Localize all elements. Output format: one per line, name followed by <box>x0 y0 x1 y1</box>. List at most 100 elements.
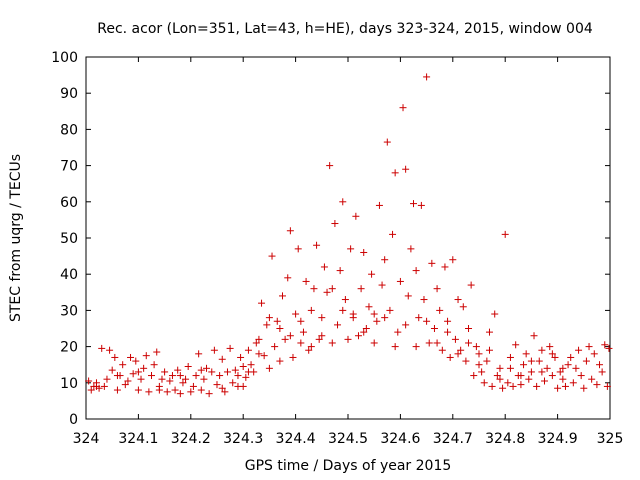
data-point <box>281 335 289 343</box>
data-point <box>113 372 121 380</box>
data-point <box>255 350 263 358</box>
data-point <box>239 363 247 371</box>
data-point <box>535 357 543 365</box>
data-point <box>297 339 305 347</box>
y-tick-labels: 0 10 20 30 40 50 60 70 80 90 100 <box>51 50 78 428</box>
data-point <box>444 317 452 325</box>
data-point <box>465 325 473 332</box>
data-point <box>307 343 315 351</box>
data-point <box>603 382 611 390</box>
data-point <box>493 372 501 380</box>
data-point <box>436 306 444 314</box>
data-point <box>226 344 234 352</box>
data-point <box>433 339 441 347</box>
data-point <box>577 372 585 380</box>
data-point <box>457 346 465 354</box>
data-point <box>538 346 546 354</box>
data-point <box>192 372 200 380</box>
data-point <box>391 343 399 351</box>
data-point <box>520 361 528 369</box>
data-point <box>425 339 433 347</box>
data-point <box>187 388 195 396</box>
data-point <box>87 386 95 394</box>
data-point <box>472 343 480 351</box>
data-point <box>231 366 239 374</box>
data-point <box>517 381 525 389</box>
data-point <box>244 346 252 354</box>
data-point <box>182 375 190 383</box>
data-point <box>208 368 216 376</box>
data-point <box>326 162 334 170</box>
data-point <box>433 285 441 293</box>
data-point <box>121 381 129 389</box>
data-point <box>129 370 137 378</box>
plot-frame <box>85 56 611 420</box>
data-point <box>402 165 410 173</box>
data-point <box>485 346 493 354</box>
y-axis-label: STEC from uqrg / TECUs <box>8 154 24 322</box>
data-point <box>276 357 284 365</box>
data-point <box>357 285 365 293</box>
data-point <box>478 368 486 376</box>
data-point <box>328 339 336 347</box>
data-point <box>142 352 150 360</box>
data-point <box>499 384 507 392</box>
data-point <box>255 335 263 343</box>
data-point <box>509 382 517 390</box>
data-point <box>265 314 273 322</box>
x-tick-label: 325 <box>597 431 624 447</box>
data-point <box>339 306 347 314</box>
data-point <box>454 296 462 304</box>
data-point <box>454 350 462 358</box>
data-point <box>302 277 310 285</box>
data-point <box>289 353 297 361</box>
data-point <box>307 306 315 314</box>
data-point <box>593 381 601 389</box>
data-point <box>488 382 496 390</box>
x-tick-label: 324.4 <box>276 431 316 447</box>
y-tick-label: 30 <box>60 303 78 319</box>
data-point <box>318 332 326 340</box>
data-point <box>383 138 391 146</box>
y-tick-label: 80 <box>60 122 78 138</box>
data-point <box>365 303 373 311</box>
data-point <box>155 386 163 394</box>
data-point <box>569 379 577 387</box>
data-point <box>527 368 535 376</box>
data-point <box>548 372 556 380</box>
data-point <box>286 227 294 235</box>
x-tick-label: 324.5 <box>328 431 368 447</box>
data-point <box>381 256 389 264</box>
data-point <box>292 310 300 318</box>
data-point <box>475 361 483 369</box>
data-point <box>150 361 158 369</box>
data-point <box>423 73 431 81</box>
x-tick-label: 324.7 <box>433 431 473 447</box>
data-point <box>506 353 514 361</box>
y-tick-label: 0 <box>69 412 78 428</box>
data-point <box>567 353 575 361</box>
data-point <box>444 328 452 336</box>
data-point <box>244 368 252 376</box>
data-point <box>512 341 520 349</box>
x-tick-label: 324.1 <box>118 431 158 447</box>
data-point <box>352 212 360 220</box>
data-point <box>596 361 604 369</box>
data-point <box>239 382 247 390</box>
data-point <box>349 314 357 322</box>
data-point <box>438 346 446 354</box>
data-point <box>218 355 226 363</box>
data-point <box>548 350 556 358</box>
data-point <box>496 364 504 372</box>
data-point <box>179 379 187 387</box>
data-point <box>527 357 535 365</box>
data-point <box>556 368 564 376</box>
x-tick-labels: 324 324.1 324.2 324.3 324.4 324.5 324.6 324.7 32… <box>73 431 624 447</box>
x-tick-label: 324.3 <box>223 431 263 447</box>
data-point <box>265 364 273 372</box>
x-tick-label: 324 <box>73 431 100 447</box>
data-point <box>551 353 559 361</box>
data-point <box>538 368 546 376</box>
data-point <box>517 372 525 380</box>
data-point <box>323 288 331 296</box>
